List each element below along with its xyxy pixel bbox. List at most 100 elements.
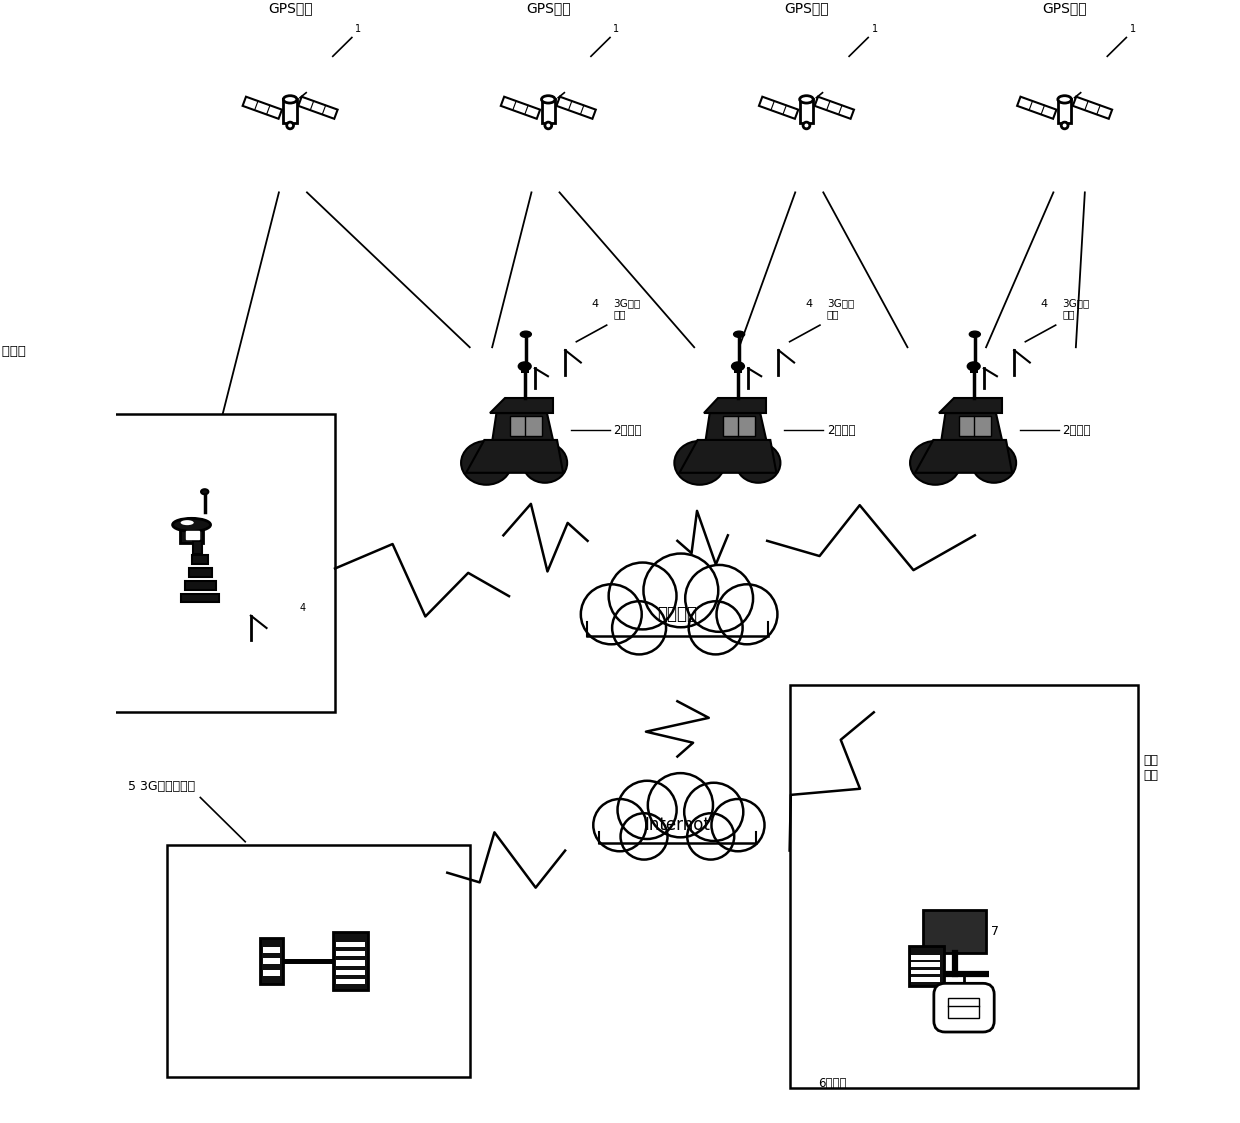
- Text: 监控
中心: 监控 中心: [1143, 754, 1158, 782]
- Ellipse shape: [972, 442, 1016, 483]
- Ellipse shape: [1058, 95, 1071, 103]
- Ellipse shape: [461, 441, 512, 485]
- Bar: [599, 820, 756, 843]
- Ellipse shape: [732, 363, 744, 371]
- Circle shape: [620, 813, 667, 859]
- Circle shape: [684, 783, 743, 841]
- Bar: [181, 594, 219, 602]
- Bar: [734, 367, 742, 373]
- Polygon shape: [940, 399, 1002, 413]
- Bar: [263, 970, 280, 976]
- Polygon shape: [466, 440, 563, 473]
- Text: 2移动站: 2移动站: [1063, 423, 1091, 437]
- Bar: [192, 555, 208, 564]
- Ellipse shape: [970, 331, 981, 337]
- Bar: [263, 958, 280, 964]
- Bar: [260, 938, 284, 984]
- Polygon shape: [1073, 97, 1112, 119]
- Polygon shape: [501, 97, 541, 119]
- Ellipse shape: [687, 457, 704, 468]
- Bar: [336, 970, 365, 975]
- Text: 4: 4: [299, 603, 305, 613]
- Bar: [790, 685, 1137, 1088]
- Ellipse shape: [283, 95, 296, 103]
- Polygon shape: [800, 99, 813, 122]
- Text: GPS卫星: GPS卫星: [268, 1, 312, 16]
- Circle shape: [686, 565, 753, 632]
- Bar: [911, 955, 940, 959]
- Text: 1: 1: [614, 25, 620, 34]
- Bar: [336, 951, 365, 956]
- Text: 6数据库: 6数据库: [817, 1077, 846, 1090]
- Polygon shape: [1017, 97, 1056, 119]
- Text: 1: 1: [355, 25, 361, 34]
- Bar: [911, 962, 940, 967]
- Bar: [180, 527, 203, 542]
- Bar: [336, 960, 365, 966]
- Ellipse shape: [523, 442, 567, 483]
- Bar: [959, 416, 991, 436]
- Bar: [521, 367, 528, 373]
- Circle shape: [804, 122, 810, 129]
- Ellipse shape: [923, 457, 940, 468]
- Polygon shape: [299, 97, 337, 119]
- Polygon shape: [557, 97, 595, 119]
- Text: 3G通信
模块: 3G通信 模块: [614, 298, 641, 319]
- Polygon shape: [492, 413, 553, 440]
- Polygon shape: [759, 97, 799, 119]
- FancyBboxPatch shape: [934, 984, 994, 1032]
- Text: GPS卫星: GPS卫星: [1043, 1, 1087, 16]
- Bar: [911, 969, 940, 975]
- Text: 4: 4: [1040, 299, 1048, 309]
- Bar: [188, 568, 212, 576]
- Bar: [336, 979, 365, 984]
- Circle shape: [647, 773, 713, 838]
- Bar: [924, 910, 986, 953]
- Bar: [911, 977, 940, 982]
- Polygon shape: [706, 413, 766, 440]
- Circle shape: [593, 798, 646, 851]
- Polygon shape: [542, 99, 556, 122]
- Text: 4: 4: [591, 299, 599, 309]
- Bar: [909, 947, 944, 986]
- Polygon shape: [490, 399, 553, 413]
- Ellipse shape: [542, 95, 556, 103]
- Ellipse shape: [201, 490, 208, 494]
- Text: 7: 7: [991, 925, 998, 938]
- Polygon shape: [915, 440, 1012, 473]
- Circle shape: [613, 601, 666, 655]
- Text: 3G通信
模块: 3G通信 模块: [827, 298, 854, 319]
- Ellipse shape: [967, 363, 980, 371]
- Ellipse shape: [518, 363, 531, 371]
- Polygon shape: [283, 99, 296, 122]
- Ellipse shape: [734, 331, 744, 337]
- Text: 2移动站: 2移动站: [827, 423, 856, 437]
- Text: 3G通信
模块: 3G通信 模块: [1063, 298, 1090, 319]
- Text: GPS卫星: GPS卫星: [526, 1, 570, 16]
- Circle shape: [286, 122, 294, 129]
- Ellipse shape: [474, 457, 491, 468]
- Bar: [193, 541, 202, 554]
- Bar: [166, 844, 470, 1077]
- Text: Internot: Internot: [645, 816, 711, 834]
- Bar: [334, 932, 368, 990]
- Text: 5 3G网络服务器: 5 3G网络服务器: [128, 780, 195, 793]
- Circle shape: [609, 563, 677, 629]
- Bar: [510, 416, 542, 436]
- Bar: [970, 367, 978, 373]
- Polygon shape: [1058, 99, 1071, 122]
- Circle shape: [712, 798, 765, 851]
- Ellipse shape: [910, 441, 961, 485]
- Bar: [949, 997, 978, 1017]
- Bar: [185, 581, 216, 590]
- Bar: [94, 413, 335, 712]
- Ellipse shape: [521, 331, 532, 337]
- Bar: [723, 416, 755, 436]
- Polygon shape: [941, 413, 1002, 440]
- Bar: [336, 942, 365, 947]
- Circle shape: [717, 584, 777, 645]
- Bar: [587, 608, 768, 636]
- Text: 4: 4: [805, 299, 812, 309]
- Polygon shape: [815, 97, 854, 119]
- Text: 移动网络: 移动网络: [657, 605, 697, 623]
